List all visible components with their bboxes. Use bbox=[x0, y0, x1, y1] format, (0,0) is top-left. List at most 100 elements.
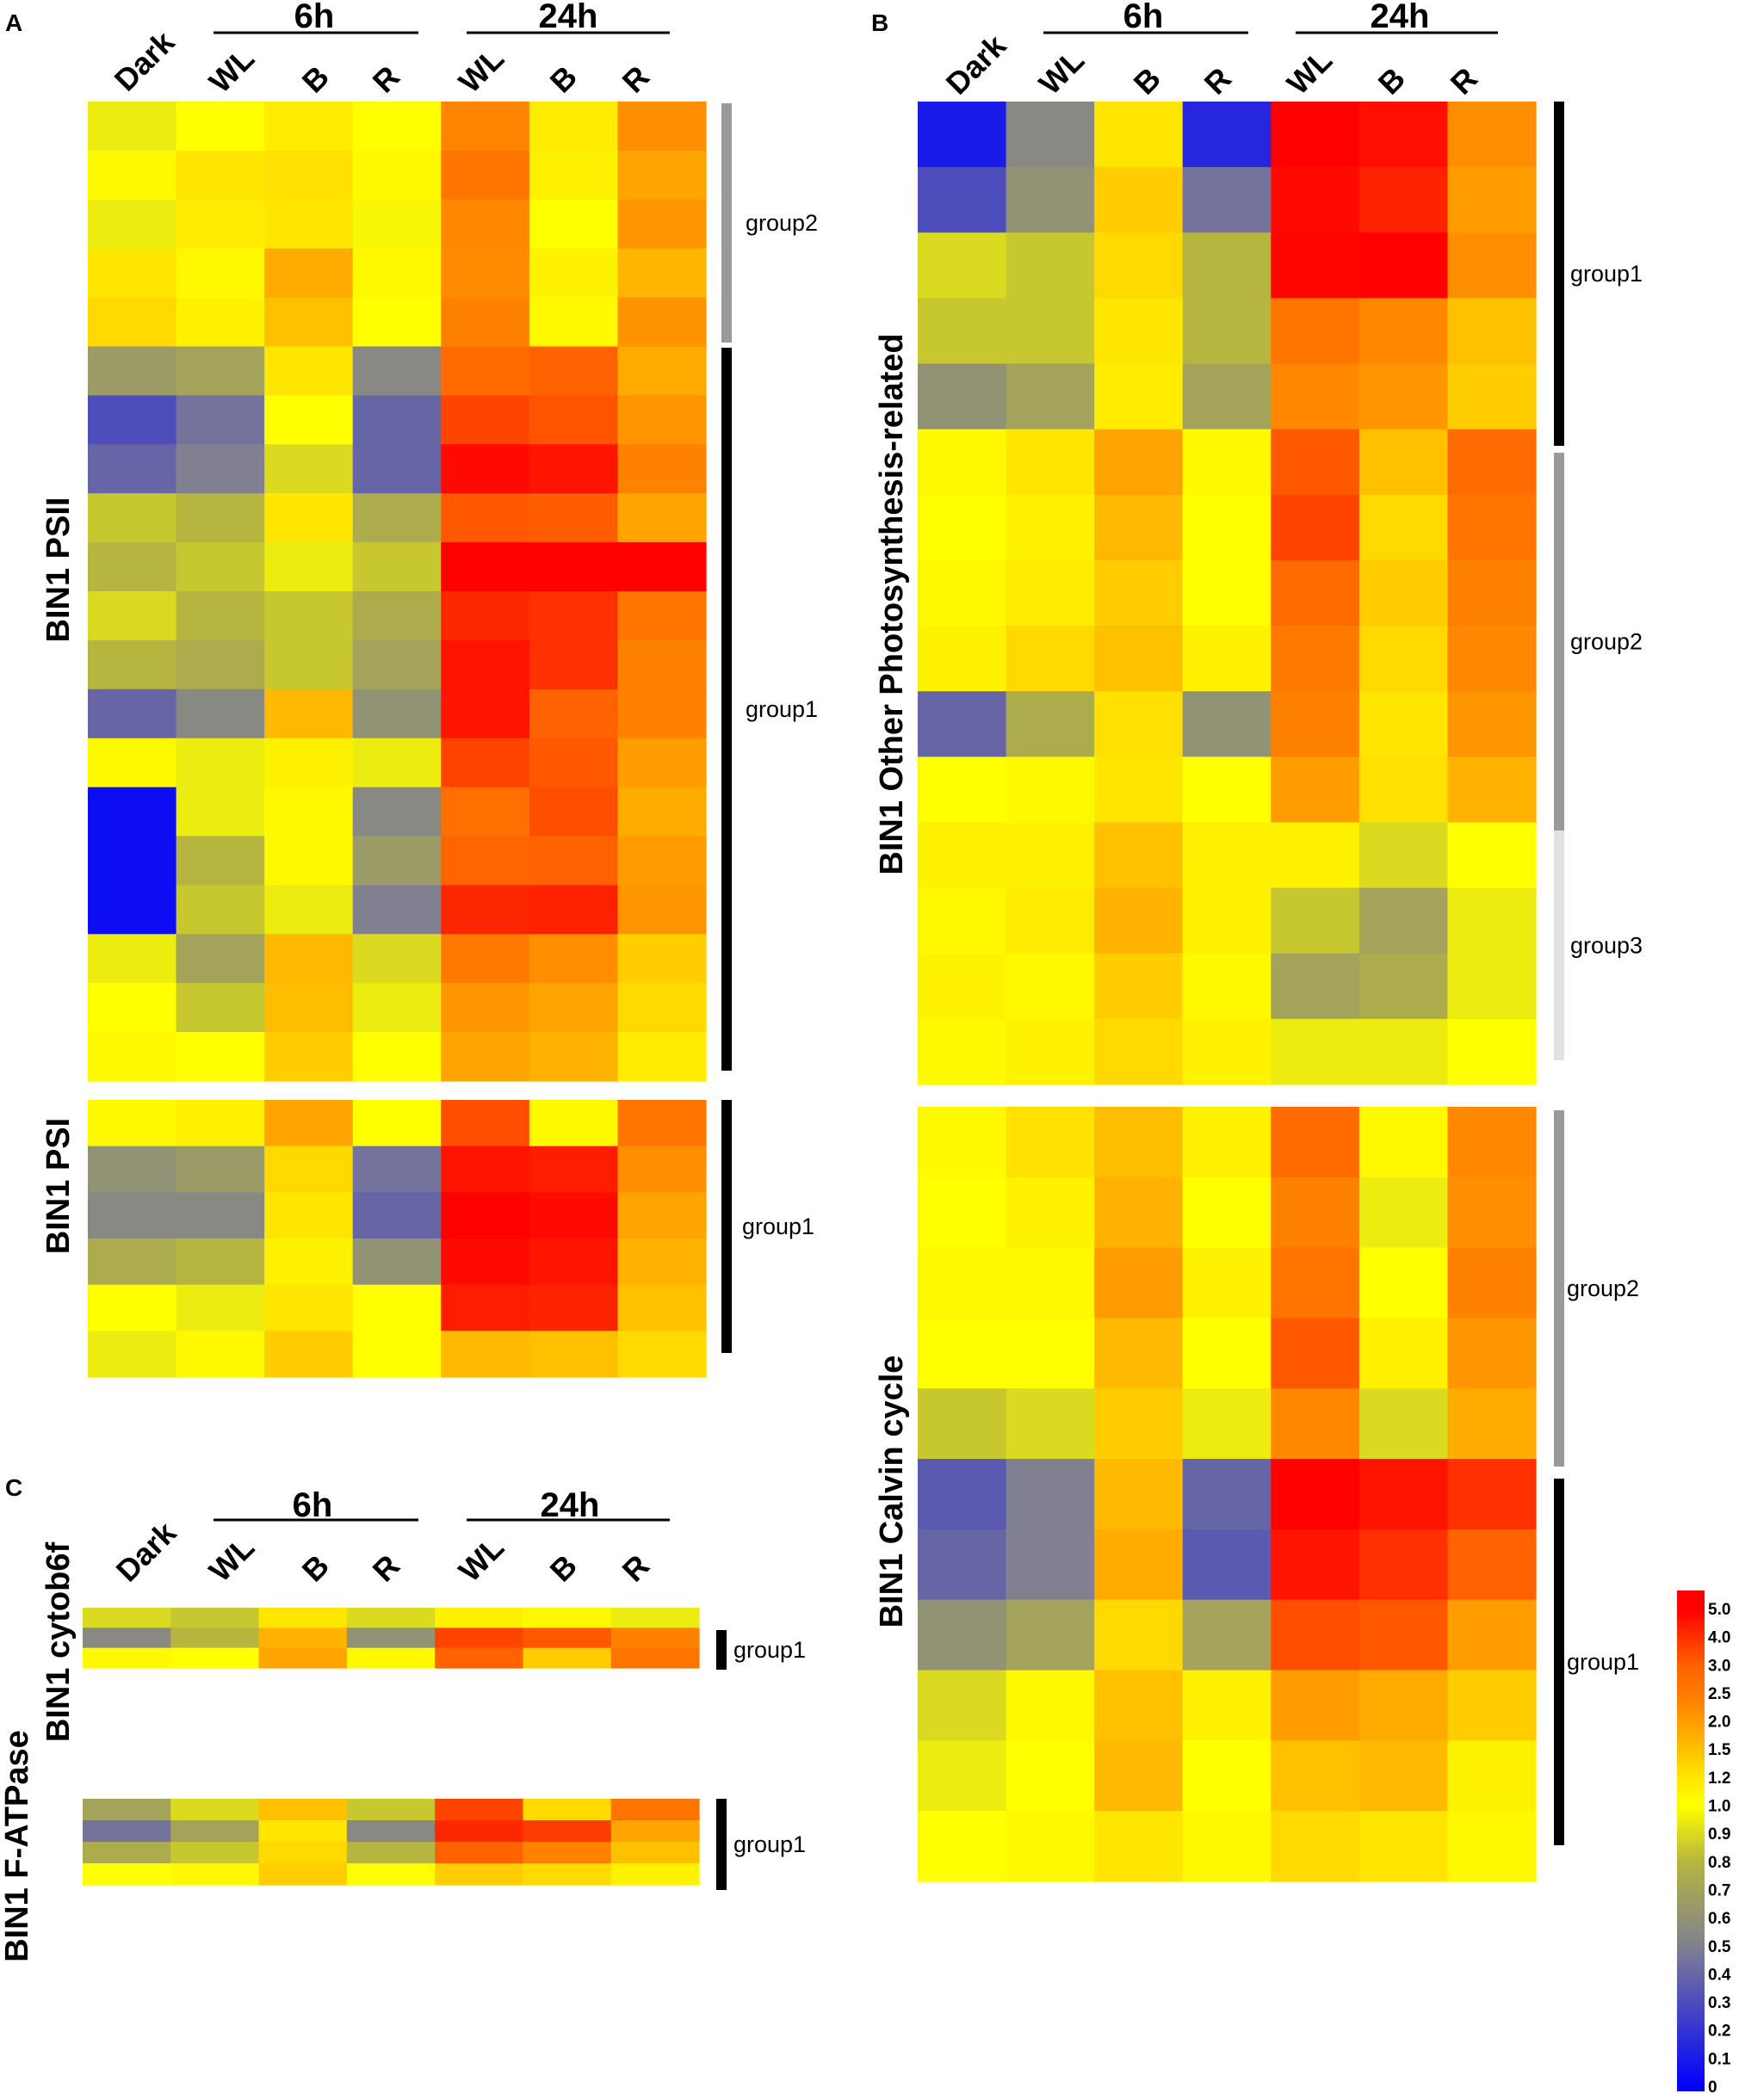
group-label: group1 bbox=[733, 1637, 806, 1663]
heatmap-cell bbox=[1182, 1459, 1272, 1530]
heatmap-cell bbox=[918, 1811, 1007, 1882]
heatmap-cell bbox=[441, 787, 530, 837]
heatmap-cell bbox=[1094, 1811, 1184, 1882]
heatmap-cell bbox=[435, 1863, 524, 1886]
heatmap-cell bbox=[1094, 1107, 1184, 1178]
heatmap-cell bbox=[88, 346, 177, 396]
heatmap-cell bbox=[83, 1799, 171, 1821]
heatmap-cell bbox=[1182, 887, 1272, 954]
heatmap-cell bbox=[258, 1842, 348, 1864]
heatmap-cell bbox=[610, 1647, 700, 1669]
heatmap-cell bbox=[170, 1820, 260, 1843]
heatmap-cell bbox=[441, 738, 530, 788]
heatmap-cell bbox=[610, 1799, 700, 1821]
colorbar-tick-label: 1.5 bbox=[1708, 1741, 1731, 1759]
heatmap-cell bbox=[435, 1608, 524, 1628]
heatmap-cell bbox=[352, 444, 442, 494]
heatmap-cell bbox=[529, 1100, 619, 1147]
group-bar-group1 bbox=[1554, 102, 1564, 446]
heatmap-cell bbox=[1094, 1247, 1184, 1319]
heatmap-cell bbox=[88, 591, 177, 641]
colorbar-tick-label: 0.8 bbox=[1708, 1854, 1730, 1872]
heatmap-cell bbox=[1447, 559, 1537, 627]
heatmap-cell bbox=[1182, 298, 1272, 365]
colorbar bbox=[1677, 1590, 1705, 2091]
heatmap-cell bbox=[1447, 953, 1537, 1020]
heatmap-cell bbox=[264, 787, 354, 837]
heatmap-cell bbox=[264, 542, 354, 592]
heatmap-cell bbox=[1182, 559, 1272, 627]
heatmap-cell bbox=[523, 1863, 612, 1886]
heatmap-2: group1 bbox=[88, 1100, 814, 1378]
heatmap-cell bbox=[1271, 691, 1360, 757]
panel-letter-c: C bbox=[5, 1474, 22, 1501]
heatmap-cell bbox=[264, 199, 354, 250]
heatmap-cell bbox=[1271, 1599, 1360, 1671]
heatmap-cell bbox=[1182, 1388, 1272, 1460]
heatmap-cell bbox=[918, 298, 1007, 365]
heatmap-cell bbox=[88, 1238, 177, 1286]
heatmap-cell bbox=[617, 493, 707, 543]
heatmap-cell bbox=[88, 444, 177, 494]
heatmap-cell bbox=[1358, 102, 1449, 168]
heatmap-3: group1 group2 group3 bbox=[918, 102, 1643, 1085]
group-label: group3 bbox=[1570, 933, 1643, 959]
heatmap-cell bbox=[170, 1647, 260, 1669]
heatmap-cell bbox=[1358, 1318, 1449, 1389]
heatmap-cell bbox=[1271, 1388, 1360, 1460]
heatmap-cell bbox=[918, 429, 1007, 496]
heatmap-cell bbox=[441, 297, 530, 348]
heatmap-cell bbox=[617, 1100, 707, 1147]
time-label-24h-b: 24h bbox=[1371, 0, 1430, 35]
heatmap-cell bbox=[1447, 1740, 1537, 1812]
heatmap-cell bbox=[1447, 757, 1537, 824]
heatmap-cell bbox=[523, 1820, 612, 1843]
heatmap-cell bbox=[1006, 1318, 1095, 1389]
col-label-r-6h: R bbox=[366, 59, 406, 99]
heatmap-cell bbox=[441, 1192, 530, 1239]
colorbar-tick-label: 0.2 bbox=[1708, 2023, 1730, 2041]
heatmap-cell bbox=[1358, 757, 1449, 824]
heatmap-cell bbox=[352, 248, 442, 299]
heatmap-cell bbox=[1271, 1459, 1360, 1530]
heatmap-cell bbox=[617, 1331, 707, 1378]
heatmap-cell bbox=[88, 983, 177, 1033]
heatmap-cell bbox=[441, 689, 530, 739]
group-label: group1 bbox=[733, 1831, 806, 1857]
heatmap-cell bbox=[1094, 953, 1184, 1020]
heatmap-cell bbox=[441, 836, 530, 886]
col-label-r-24h-b: R bbox=[1444, 60, 1484, 101]
heatmap-cell bbox=[346, 1647, 436, 1669]
heatmap-cell bbox=[441, 102, 530, 151]
heatmap-cell bbox=[88, 1100, 177, 1147]
heatmap-title-calvin: BIN1 Calvin cycle bbox=[874, 1356, 910, 1628]
heatmap-cell bbox=[529, 346, 619, 396]
heatmap-cell bbox=[1094, 1018, 1184, 1085]
heatmap-cell bbox=[1358, 1811, 1449, 1882]
heatmap-cell bbox=[88, 1146, 177, 1193]
heatmap-cell bbox=[346, 1799, 436, 1821]
heatmap-cell bbox=[88, 1032, 177, 1082]
heatmap-cell bbox=[264, 1146, 354, 1193]
heatmap-cell bbox=[1094, 1318, 1184, 1389]
heatmap-cell bbox=[264, 150, 354, 201]
group-bar-group1 bbox=[716, 1630, 727, 1670]
heatmap-cell bbox=[176, 493, 265, 543]
heatmap-cell bbox=[1271, 559, 1360, 627]
heatmap-cell bbox=[83, 1842, 171, 1864]
heatmap-cell bbox=[1182, 429, 1272, 496]
heatmap-cell bbox=[1271, 1811, 1360, 1882]
heatmap-cell bbox=[1182, 494, 1272, 561]
heatmap-cell bbox=[617, 1238, 707, 1286]
col-label-r-24h-c: R bbox=[616, 1547, 656, 1588]
heatmap-cell bbox=[83, 1608, 171, 1628]
heatmap-cell bbox=[88, 297, 177, 348]
heatmap-cell bbox=[617, 689, 707, 739]
heatmap-cell bbox=[1358, 953, 1449, 1020]
heatmap-cell bbox=[529, 639, 619, 690]
heatmap-cell bbox=[1271, 429, 1360, 496]
heatmap-cell bbox=[435, 1799, 524, 1821]
heatmap-cell bbox=[1358, 1670, 1449, 1741]
heatmap-cell bbox=[529, 885, 619, 935]
